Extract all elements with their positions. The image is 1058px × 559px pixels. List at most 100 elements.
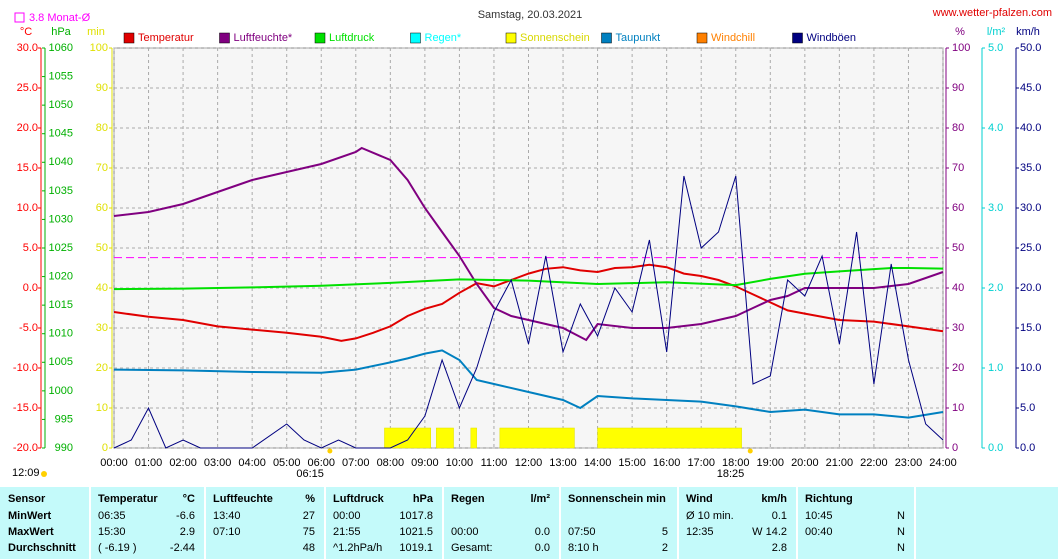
table-cell: 15:30: [98, 526, 126, 538]
x-tick-label: 23:00: [895, 457, 923, 469]
y-tick-label: 70: [96, 162, 108, 174]
table-header: Wind: [686, 493, 713, 505]
y-tick-label: 20.0: [1020, 282, 1041, 294]
y-tick-label: 25.0: [17, 82, 38, 94]
table-header: km/h: [761, 493, 787, 505]
y-tick-label: 5.0: [1020, 402, 1035, 414]
axis-unit: km/h: [1016, 26, 1040, 38]
y-tick-label: 1020: [49, 270, 73, 282]
table-cell: 1017.8: [399, 510, 433, 522]
table-bg: [0, 487, 1058, 559]
y-tick-label: 1030: [49, 213, 73, 225]
y-tick-label: 20: [96, 362, 108, 374]
x-tick-label: 00:00: [100, 457, 128, 469]
y-tick-label: 90: [952, 82, 964, 94]
table-cell: Gesamt:: [451, 542, 493, 554]
axis-unit: °C: [20, 26, 32, 38]
y-tick-label: 0.0: [23, 282, 38, 294]
y-tick-label: 10: [96, 402, 108, 414]
x-tick-label: 21:00: [826, 457, 854, 469]
table-cell: 2.8: [772, 542, 787, 554]
y-tick-label: 0: [952, 442, 958, 454]
table-cell: ^1.2hPa/h: [333, 542, 382, 554]
axis-unit: l/m²: [987, 26, 1006, 38]
y-tick-label: -15.0: [13, 402, 38, 414]
table-cell: 0.1: [772, 510, 787, 522]
axis-unit: %: [955, 26, 965, 38]
table-cell: -2.44: [170, 542, 195, 554]
y-tick-label: 30.0: [17, 42, 38, 54]
table-cell: 5: [662, 526, 668, 538]
y-tick-label: 40.0: [1020, 122, 1041, 134]
y-tick-label: 30: [96, 322, 108, 334]
x-tick-label: 10:00: [446, 457, 474, 469]
y-tick-label: 10: [952, 402, 964, 414]
table-cell: N: [897, 510, 905, 522]
source: www.wetter-pfalzen.com: [932, 7, 1052, 19]
table-cell: 21:55: [333, 526, 361, 538]
y-tick-label: 30.0: [1020, 202, 1041, 214]
table-header: Luftfeuchte: [213, 493, 273, 505]
sunrise-marker: [327, 448, 333, 454]
y-tick-label: 1055: [49, 70, 73, 82]
table-cell: 8:10 h: [568, 542, 599, 554]
table-cell: Durchschnitt: [8, 542, 76, 554]
table-cell: N: [897, 542, 905, 554]
x-tick-label: 09:00: [411, 457, 439, 469]
y-tick-label: 50.0: [1020, 42, 1041, 54]
legend-label: Sonnenschein: [520, 32, 590, 44]
axis-unit: min: [87, 26, 105, 38]
table-header: Sensor: [8, 493, 46, 505]
table-header: Richtung: [805, 493, 853, 505]
x-tick-label: 07:00: [342, 457, 370, 469]
y-tick-label: 1010: [49, 328, 73, 340]
y-tick-label: -5.0: [19, 322, 38, 334]
table-cell: 75: [303, 526, 315, 538]
y-tick-label: 3.0: [988, 202, 1003, 214]
x-tick-label: 12:00: [515, 457, 543, 469]
sunshine-bar: [470, 427, 477, 449]
legend-swatch: [792, 32, 803, 44]
legend-label: Windchill: [711, 32, 755, 44]
y-tick-label: 30: [952, 322, 964, 334]
y-tick-label: 4.0: [988, 122, 1003, 134]
sunset-label: 18:25: [717, 468, 745, 480]
table-cell: 2.9: [180, 526, 195, 538]
legend-label: Luftdruck: [329, 32, 375, 44]
x-tick-label: 08:00: [377, 457, 405, 469]
table-header: Luftdruck: [333, 493, 385, 505]
legend-label: Taupunkt: [616, 32, 661, 44]
table-cell: 07:50: [568, 526, 596, 538]
x-tick-label: 24:00: [929, 457, 957, 469]
legend-swatch: [410, 32, 421, 44]
y-tick-label: 2.0: [988, 282, 1003, 294]
y-tick-label: 20: [952, 362, 964, 374]
sunshine-bar: [499, 427, 575, 449]
table-cell: 0.0: [535, 526, 550, 538]
table-cell: 13:40: [213, 510, 241, 522]
y-tick-label: 10.0: [1020, 362, 1041, 374]
table-cell: 1019.1: [399, 542, 433, 554]
average-swatch: [14, 12, 25, 23]
y-tick-label: 20.0: [17, 122, 38, 134]
x-tick-label: 20:00: [791, 457, 819, 469]
y-tick-label: 45.0: [1020, 82, 1041, 94]
x-tick-label: 04:00: [238, 457, 266, 469]
table-cell: Ø 10 min.: [686, 510, 734, 522]
x-tick-label: 03:00: [204, 457, 232, 469]
x-tick-label: 19:00: [757, 457, 785, 469]
y-tick-label: 1040: [49, 156, 73, 168]
y-tick-label: 990: [55, 442, 73, 454]
x-tick-label: 18:00: [722, 457, 750, 469]
x-tick-label: 22:00: [860, 457, 888, 469]
table-header: °C: [183, 493, 195, 505]
y-tick-label: 40: [952, 282, 964, 294]
table-cell: 07:10: [213, 526, 241, 538]
table-header: hPa: [413, 493, 434, 505]
table-cell: 2: [662, 542, 668, 554]
y-tick-label: 1045: [49, 128, 73, 140]
y-tick-label: 15.0: [1020, 322, 1041, 334]
day-length: 12:09: [12, 467, 40, 479]
y-tick-label: 40: [96, 282, 108, 294]
